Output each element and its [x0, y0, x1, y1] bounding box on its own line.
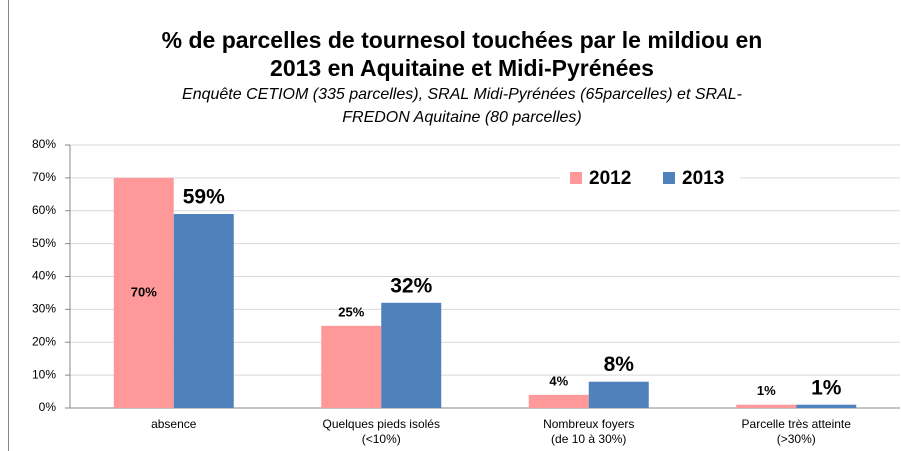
- x-tick-label: (de 10 à 30%): [551, 432, 626, 446]
- bar: [381, 302, 442, 408]
- x-tick-label: Quelques pieds isolés: [323, 417, 440, 431]
- data-label: 4%: [549, 373, 568, 388]
- x-tick-label: (>30%): [777, 432, 816, 446]
- bar: [736, 404, 797, 408]
- y-tick-label: 10%: [32, 367, 56, 381]
- chart-title: % de parcelles de tournesol touchées par…: [162, 27, 763, 53]
- data-label: 59%: [183, 186, 225, 209]
- legend-swatch: [663, 172, 675, 184]
- x-tick-label: absence: [151, 417, 197, 431]
- chart-subtitle: Enquête CETIOM (335 parcelles), SRAL Mid…: [182, 86, 742, 103]
- legend-label: 2012: [589, 168, 631, 189]
- data-label: 8%: [604, 353, 635, 376]
- bar: [528, 394, 589, 408]
- bar: [113, 177, 174, 408]
- x-tick-label: Parcelle très atteinte: [742, 417, 852, 431]
- bar: [796, 404, 857, 408]
- bar: [588, 381, 649, 408]
- x-tick-label: (<10%): [362, 432, 401, 446]
- bar: [173, 214, 234, 408]
- y-tick-label: 40%: [32, 269, 56, 283]
- chart-title: 2013 en Aquitaine et Midi-Pyrénées: [270, 55, 654, 81]
- legend-label: 2013: [682, 168, 724, 189]
- bar: [321, 325, 382, 408]
- data-label: 25%: [338, 304, 364, 319]
- y-tick-label: 0%: [39, 400, 57, 414]
- data-label: 32%: [390, 274, 432, 297]
- legend-swatch: [570, 172, 582, 184]
- data-label: 1%: [757, 383, 776, 398]
- x-tick-label: Nombreux foyers: [543, 417, 634, 431]
- data-label: 70%: [131, 284, 157, 299]
- legend-box: [560, 163, 740, 193]
- y-tick-label: 50%: [32, 236, 56, 250]
- y-tick-label: 30%: [32, 302, 56, 316]
- y-tick-label: 20%: [32, 334, 56, 348]
- data-label: 1%: [811, 376, 842, 399]
- chart-subtitle: FREDON Aquitaine (80 parcelles): [342, 109, 582, 126]
- y-tick-label: 60%: [32, 203, 56, 217]
- y-tick-label: 70%: [32, 170, 56, 184]
- y-tick-label: 80%: [32, 137, 56, 151]
